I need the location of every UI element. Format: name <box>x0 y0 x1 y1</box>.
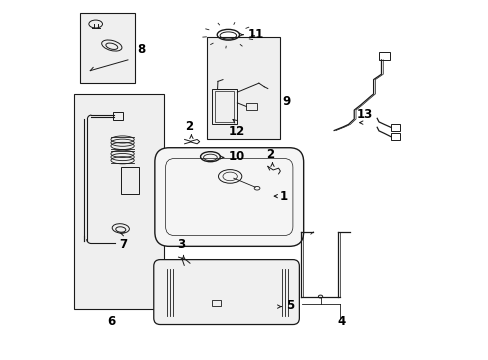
FancyBboxPatch shape <box>155 148 303 246</box>
Bar <box>390 124 399 131</box>
FancyBboxPatch shape <box>153 260 299 324</box>
Text: 6: 6 <box>107 315 116 328</box>
Bar <box>113 112 122 120</box>
Bar <box>212 89 237 125</box>
Text: 13: 13 <box>356 108 372 121</box>
Bar <box>121 167 139 194</box>
Bar <box>246 103 257 110</box>
Text: 2: 2 <box>184 120 193 133</box>
Text: 5: 5 <box>285 300 293 312</box>
Bar <box>74 94 163 309</box>
Text: 4: 4 <box>337 315 345 328</box>
Text: 8: 8 <box>137 42 145 55</box>
Text: 12: 12 <box>228 125 244 138</box>
Bar <box>80 13 135 83</box>
Text: 3: 3 <box>177 238 185 251</box>
Bar <box>206 37 280 139</box>
Text: 11: 11 <box>247 28 263 41</box>
Text: 2: 2 <box>265 148 274 161</box>
Bar <box>215 91 234 122</box>
Text: 10: 10 <box>228 150 244 163</box>
Text: 1: 1 <box>279 190 287 203</box>
Text: 7: 7 <box>120 238 127 251</box>
Text: 9: 9 <box>282 95 290 108</box>
Bar <box>390 134 399 140</box>
Bar <box>212 300 221 306</box>
Bar <box>378 52 389 60</box>
